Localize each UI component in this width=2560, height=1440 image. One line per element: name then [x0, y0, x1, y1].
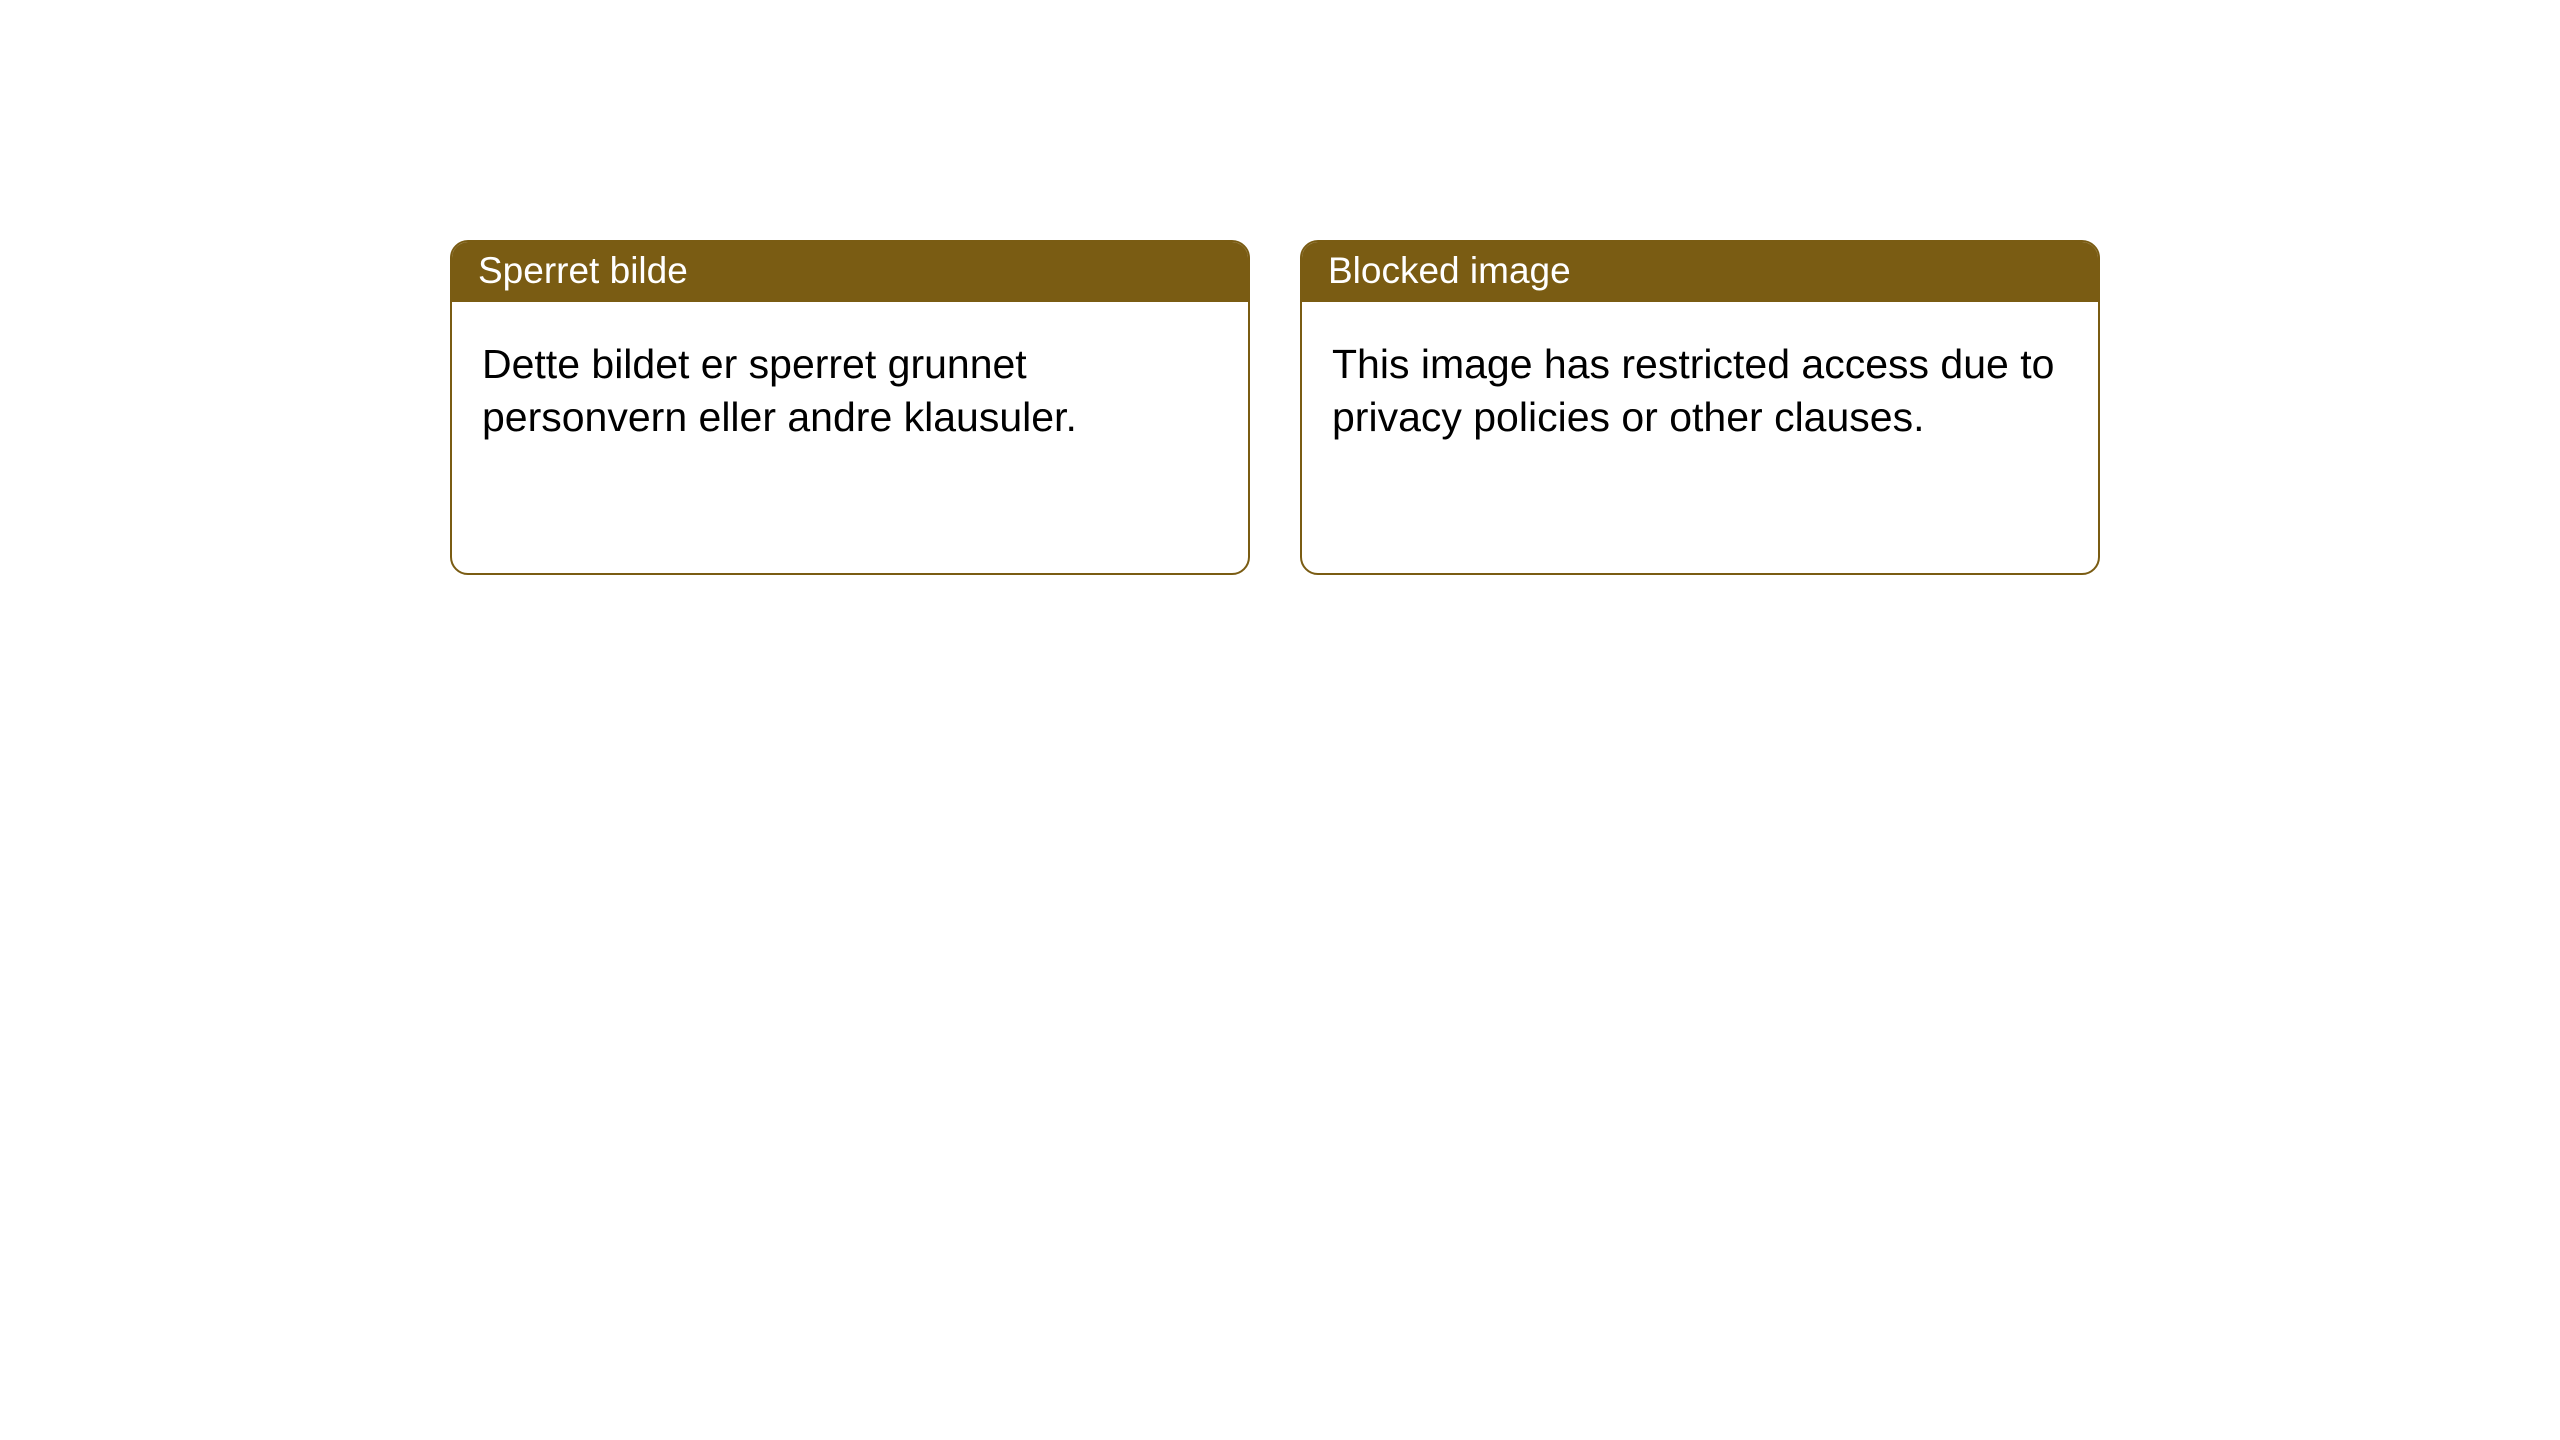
- card-header-no: Sperret bilde: [452, 242, 1248, 302]
- blocked-image-card-en: Blocked image This image has restricted …: [1300, 240, 2100, 575]
- cards-container: Sperret bilde Dette bildet er sperret gr…: [0, 0, 2560, 575]
- card-body-en: This image has restricted access due to …: [1302, 302, 2098, 475]
- card-header-en: Blocked image: [1302, 242, 2098, 302]
- card-body-no: Dette bildet er sperret grunnet personve…: [452, 302, 1248, 475]
- blocked-image-card-no: Sperret bilde Dette bildet er sperret gr…: [450, 240, 1250, 575]
